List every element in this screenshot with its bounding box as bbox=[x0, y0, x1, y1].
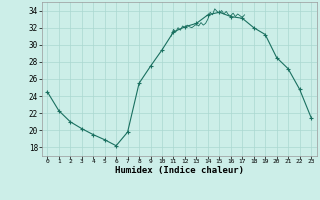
X-axis label: Humidex (Indice chaleur): Humidex (Indice chaleur) bbox=[115, 166, 244, 175]
